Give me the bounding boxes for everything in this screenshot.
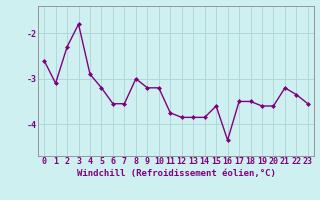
- X-axis label: Windchill (Refroidissement éolien,°C): Windchill (Refroidissement éolien,°C): [76, 169, 276, 178]
